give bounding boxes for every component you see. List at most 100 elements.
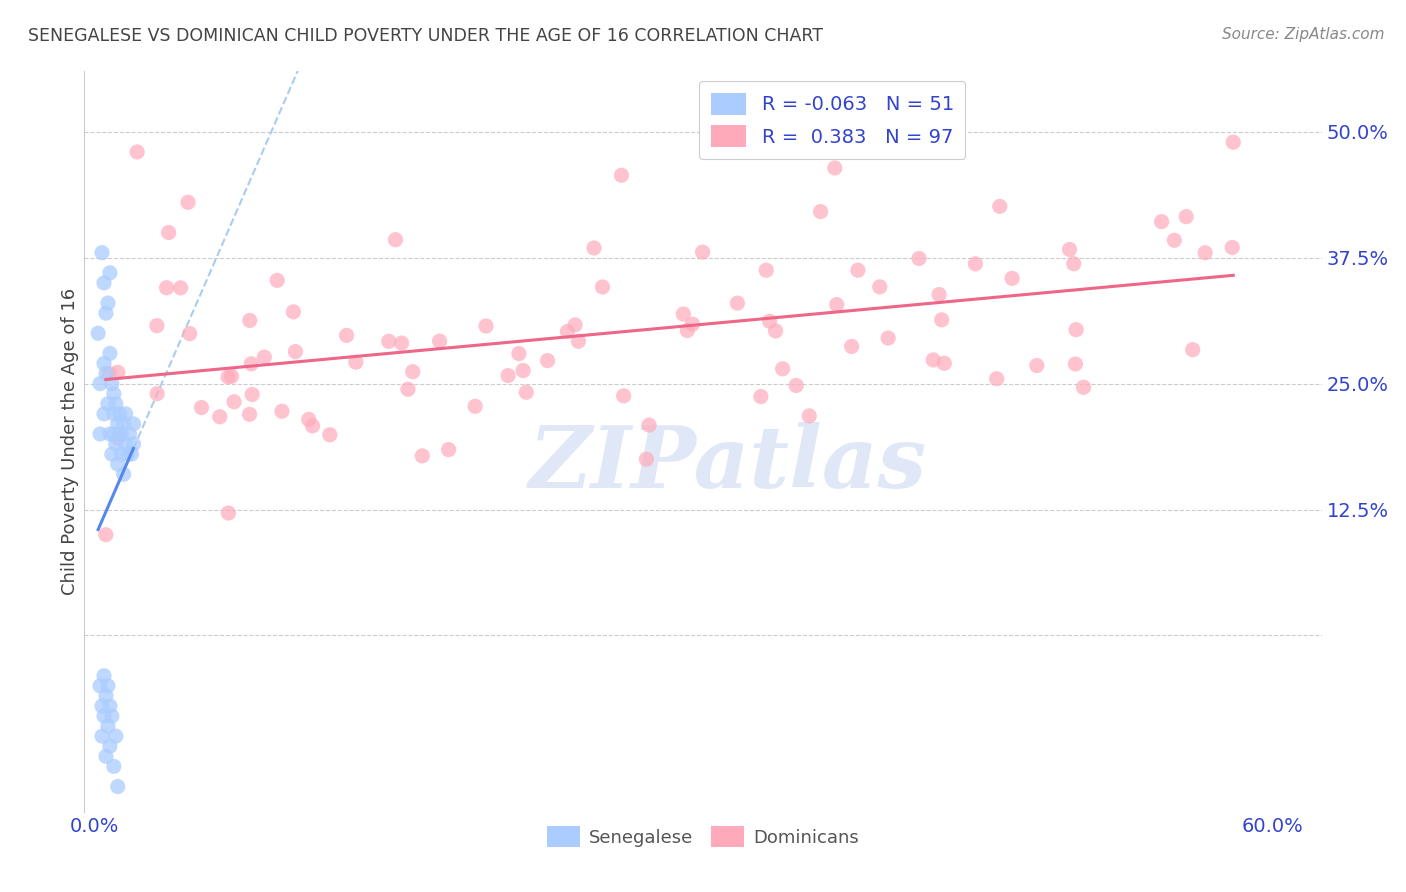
Y-axis label: Child Poverty Under the Age of 16: Child Poverty Under the Age of 16 [62,288,80,595]
Point [97,397,120,411]
Point [319,427,342,442]
Point [877,331,900,345]
Point [638,418,661,433]
Point [101,376,124,391]
Point [636,452,658,467]
Point [89,427,111,442]
Point [1073,380,1095,394]
Point [384,233,406,247]
Point [755,263,778,277]
Point [1163,233,1185,247]
Point [93,356,115,370]
Point [112,467,135,482]
Point [98,739,121,754]
Point [1181,343,1204,357]
Point [1222,135,1244,149]
Point [396,382,419,396]
Point [464,400,486,414]
Point [101,709,124,723]
Point [179,326,201,341]
Point [98,346,121,360]
Point [239,407,262,421]
Point [592,280,614,294]
Text: Source: ZipAtlas.com: Source: ZipAtlas.com [1222,27,1385,42]
Point [221,369,243,384]
Point [613,389,636,403]
Point [846,263,869,277]
Point [107,365,129,379]
Point [869,280,891,294]
Point [111,447,134,461]
Point [117,447,139,461]
Point [103,759,125,773]
Point [515,385,537,400]
Point [298,412,321,426]
Point [107,780,129,794]
Point [146,318,169,333]
Point [217,370,239,384]
Point [564,318,586,332]
Point [107,431,129,445]
Point [908,252,931,266]
Point [810,204,832,219]
Point [922,353,945,368]
Point [122,437,145,451]
Point [1059,243,1081,257]
Point [785,378,807,392]
Point [239,313,262,327]
Point [93,669,115,683]
Point [94,527,117,541]
Point [91,245,114,260]
Point [91,698,114,713]
Point [98,698,121,713]
Point [103,427,125,442]
Point [240,387,263,401]
Point [98,266,121,280]
Point [672,307,695,321]
Point [103,386,125,401]
Point [208,409,231,424]
Point [986,372,1008,386]
Point [934,356,956,370]
Point [676,324,699,338]
Point [1025,359,1047,373]
Point [118,427,141,442]
Point [107,457,129,471]
Point [1220,240,1243,254]
Point [93,407,115,421]
Point [496,368,519,383]
Point [411,449,433,463]
Point [1063,257,1085,271]
Point [301,418,323,433]
Point [222,394,245,409]
Point [108,427,131,442]
Point [344,355,367,369]
Point [437,442,460,457]
Point [988,199,1011,213]
Point [567,334,589,349]
Point [284,344,307,359]
Text: ZIPatlas: ZIPatlas [529,422,927,506]
Point [336,328,359,343]
Point [824,161,846,175]
Point [190,401,212,415]
Point [89,376,111,391]
Point [94,749,117,764]
Point [93,709,115,723]
Point [692,245,714,260]
Point [217,506,239,520]
Point [378,334,401,349]
Point [1194,245,1216,260]
Point [725,296,748,310]
Point [101,447,124,461]
Point [94,367,117,381]
Point [682,317,704,331]
Point [240,357,263,371]
Point [610,168,633,182]
Point [266,273,288,287]
Point [1175,210,1198,224]
Point [108,407,131,421]
Point [98,427,121,442]
Point [104,437,127,451]
Point [104,729,127,743]
